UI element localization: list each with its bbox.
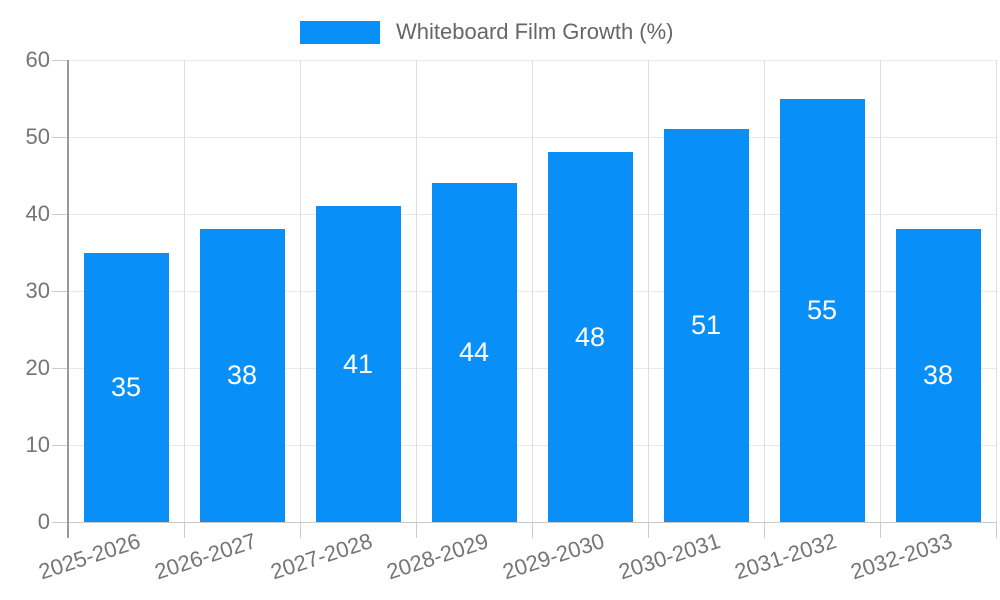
legend-label: Whiteboard Film Growth (%): [396, 19, 674, 44]
x-tick-label: 2032-2033: [847, 528, 956, 585]
y-tick-label: 40: [25, 201, 50, 226]
x-tick-label: 2028-2029: [383, 528, 492, 585]
y-tick-mark: [52, 59, 68, 61]
y-tick-mark: [52, 367, 68, 369]
bar-value-label: 44: [458, 337, 490, 368]
x-tick-mark: [879, 522, 881, 538]
x-tick-label: 2029-2030: [499, 528, 608, 585]
bar[interactable]: 51: [663, 129, 749, 522]
v-gridline: [531, 60, 533, 522]
bar-value-label: 41: [342, 348, 374, 379]
y-tick-label: 60: [25, 47, 50, 72]
bar[interactable]: 55: [779, 98, 865, 522]
bar[interactable]: 44: [431, 183, 517, 522]
bar-value-label: 35: [110, 371, 142, 402]
y-tick-label: 0: [37, 509, 50, 534]
chart-legend[interactable]: Whiteboard Film Growth (%): [300, 19, 674, 45]
y-tick-label: 30: [25, 278, 50, 303]
bar-value-label: 38: [922, 360, 954, 391]
y-tick-mark: [52, 444, 68, 446]
bar-value-label: 55: [806, 294, 838, 325]
x-tick-label: 2031-2032: [731, 528, 840, 585]
x-tick-mark: [763, 522, 765, 538]
bar-value-label: 51: [690, 310, 722, 341]
bar-value-label: 48: [574, 321, 606, 352]
y-tick-mark: [52, 136, 68, 138]
x-tick-label: 2027-2028: [267, 528, 376, 585]
y-tick-label: 50: [25, 124, 50, 149]
x-tick-label: 2025-2026: [35, 528, 144, 585]
y-tick-label: 20: [25, 355, 50, 380]
v-gridline: [995, 60, 997, 522]
bar-value-label: 38: [226, 360, 258, 391]
y-axis-line: [67, 60, 69, 538]
x-tick-label: 2030-2031: [615, 528, 724, 585]
x-tick-label: 2026-2027: [151, 528, 260, 585]
bar[interactable]: 38: [199, 229, 285, 522]
bar[interactable]: 41: [315, 206, 401, 522]
v-gridline: [183, 60, 185, 522]
v-gridline: [647, 60, 649, 522]
bar[interactable]: 35: [83, 252, 169, 522]
bar[interactable]: 38: [895, 229, 981, 522]
y-tick-mark: [52, 521, 68, 523]
x-tick-mark: [415, 522, 417, 538]
x-tick-mark: [531, 522, 533, 538]
y-tick-mark: [52, 290, 68, 292]
y-tick-mark: [52, 213, 68, 215]
v-gridline: [415, 60, 417, 522]
v-gridline: [763, 60, 765, 522]
x-tick-mark: [647, 522, 649, 538]
v-gridline: [299, 60, 301, 522]
x-tick-mark: [183, 522, 185, 538]
x-tick-mark: [299, 522, 301, 538]
legend-swatch-icon: [300, 20, 380, 44]
v-gridline: [879, 60, 881, 522]
bar[interactable]: 48: [547, 152, 633, 522]
x-tick-mark: [995, 522, 997, 538]
x-axis-line: [68, 521, 996, 523]
y-tick-label: 10: [25, 432, 50, 457]
